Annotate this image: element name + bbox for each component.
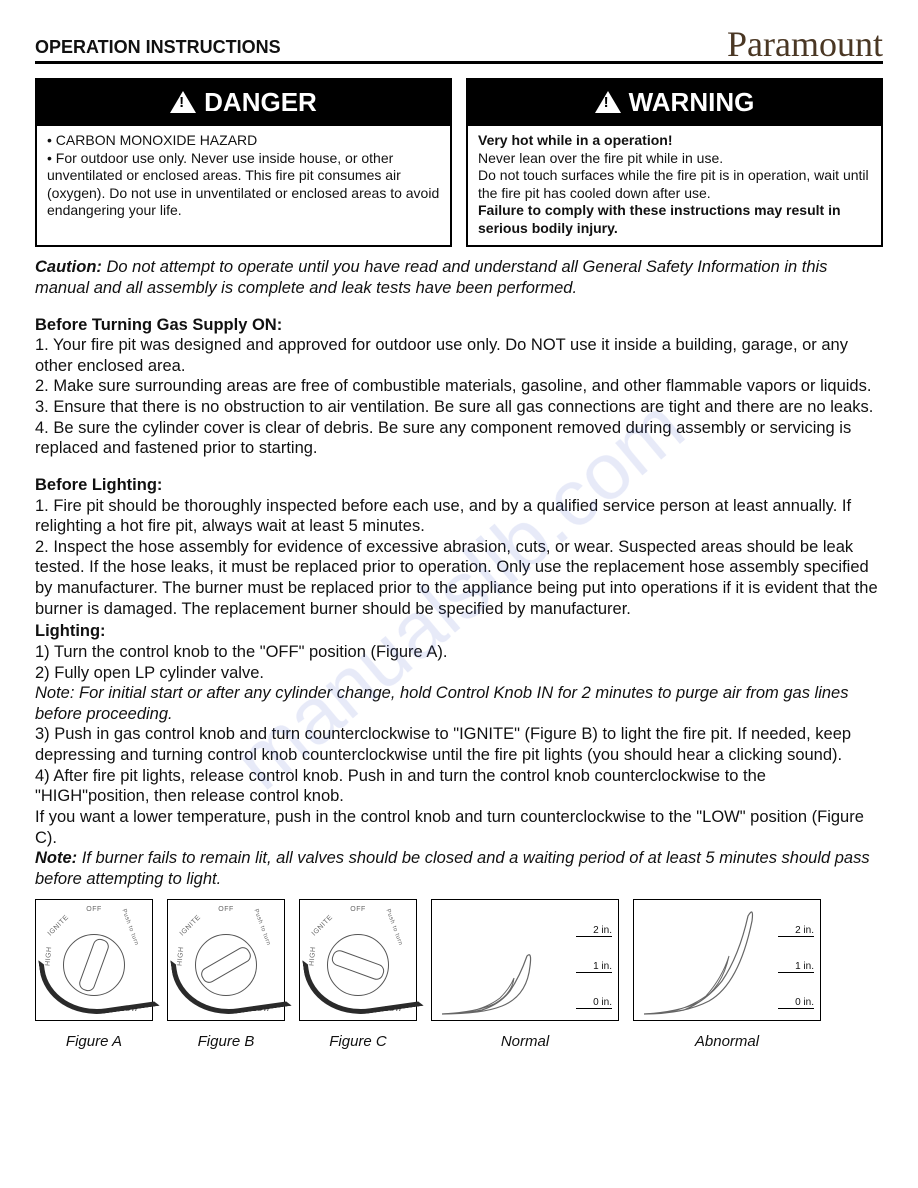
- warning-head: WARNING: [468, 80, 881, 127]
- figure-normal: 2 in. 1 in. 0 in. Normal: [431, 899, 619, 1052]
- figure-a: OFF IGNITE HIGH LOW Push to turn Figure …: [35, 899, 153, 1052]
- figure-b-box: OFF IGNITE HIGH LOW Push to turn: [167, 899, 285, 1021]
- ruler-0in: 0 in.: [778, 1008, 814, 1009]
- figure-abnormal-box: 2 in. 1 in. 0 in.: [633, 899, 821, 1021]
- figure-c-box: OFF IGNITE HIGH LOW Push to turn: [299, 899, 417, 1021]
- warning-line: Do not touch surfaces while the fire pit…: [478, 167, 869, 201]
- figure-a-caption: Figure A: [35, 1033, 153, 1052]
- knob-icon: [63, 934, 125, 996]
- before-on-head: Before Turning Gas Supply ON:: [35, 315, 883, 336]
- figure-a-box: OFF IGNITE HIGH LOW Push to turn: [35, 899, 153, 1021]
- lighting-step: 2) Fully open LP cylinder valve.: [35, 663, 883, 684]
- lighting-step: 4) After fire pit lights, release contro…: [35, 766, 883, 807]
- ruler-label: 2 in.: [795, 925, 814, 938]
- ruler-2in: 2 in.: [778, 936, 814, 937]
- before-light-item: 2. Inspect the hose assembly for evidenc…: [35, 537, 883, 620]
- figure-abnormal-caption: Abnormal: [633, 1033, 821, 1052]
- alert-icon: [595, 91, 621, 113]
- warning-bold: Failure to comply with these instruction…: [478, 202, 841, 236]
- figure-b: OFF IGNITE HIGH LOW Push to turn Figure …: [167, 899, 285, 1052]
- danger-body: • CARBON MONOXIDE HAZARD • For outdoor u…: [37, 126, 450, 228]
- lighting-step: If you want a lower temperature, push in…: [35, 807, 883, 848]
- figure-c: OFF IGNITE HIGH LOW Push to turn Figure …: [299, 899, 417, 1052]
- figure-c-caption: Figure C: [299, 1033, 417, 1052]
- header: OPERATION INSTRUCTIONS Paramount: [35, 30, 883, 64]
- lighting-note2: Note: If burner fails to remain lit, all…: [35, 848, 883, 889]
- ruler-label: 0 in.: [593, 997, 612, 1010]
- knob-icon: [327, 934, 389, 996]
- ruler-label: 1 in.: [593, 961, 612, 974]
- danger-head: DANGER: [37, 80, 450, 127]
- ruler-0in: 0 in.: [576, 1008, 612, 1009]
- note-body: If burner fails to remain lit, all valve…: [35, 849, 870, 888]
- ruler-1in: 1 in.: [576, 972, 612, 973]
- flame-normal-icon: [432, 896, 618, 1016]
- alert-icon: [170, 91, 196, 113]
- lighting-step: 3) Push in gas control knob and turn cou…: [35, 724, 883, 765]
- danger-head-text: DANGER: [204, 87, 317, 117]
- caution-body: Do not attempt to operate until you have…: [35, 258, 827, 297]
- figure-normal-caption: Normal: [431, 1033, 619, 1052]
- ruler-label: 2 in.: [593, 925, 612, 938]
- caution-label: Caution:: [35, 258, 102, 276]
- ruler-label: 0 in.: [795, 997, 814, 1010]
- lighting-head: Lighting:: [35, 621, 883, 642]
- dial-off-label: OFF: [350, 906, 366, 915]
- before-on-item: 4. Be sure the cylinder cover is clear o…: [35, 418, 883, 459]
- warning-head-text: WARNING: [629, 87, 755, 117]
- knob-icon: [195, 934, 257, 996]
- warning-bold: Very hot while in a operation!: [478, 132, 672, 148]
- warning-body: Very hot while in a operation! Never lea…: [468, 126, 881, 245]
- danger-line: • For outdoor use only. Never use inside…: [47, 150, 440, 220]
- warning-line: Never lean over the fire pit while in us…: [478, 150, 723, 166]
- ruler-label: 1 in.: [795, 961, 814, 974]
- lighting-step: 1) Turn the control knob to the "OFF" po…: [35, 642, 883, 663]
- flame-abnormal-icon: [634, 896, 820, 1016]
- dial-off-label: OFF: [218, 906, 234, 915]
- before-on-item: 1. Your fire pit was designed and approv…: [35, 335, 883, 376]
- before-on-item: 2. Make sure surrounding areas are free …: [35, 376, 883, 397]
- brand-logo: Paramount: [727, 30, 883, 59]
- danger-box: DANGER • CARBON MONOXIDE HAZARD • For ou…: [35, 78, 452, 248]
- lighting-note: Note: For initial start or after any cyl…: [35, 683, 883, 724]
- figure-b-caption: Figure B: [167, 1033, 285, 1052]
- caution-text: Caution: Do not attempt to operate until…: [35, 257, 883, 298]
- note-label: Note:: [35, 849, 77, 867]
- warning-box: WARNING Very hot while in a operation! N…: [466, 78, 883, 248]
- figures-row: OFF IGNITE HIGH LOW Push to turn Figure …: [35, 899, 883, 1052]
- before-light-item: 1. Fire pit should be thoroughly inspect…: [35, 496, 883, 537]
- ruler-2in: 2 in.: [576, 936, 612, 937]
- dial-off-label: OFF: [86, 906, 102, 915]
- ruler-1in: 1 in.: [778, 972, 814, 973]
- figure-abnormal: 2 in. 1 in. 0 in. Abnormal: [633, 899, 821, 1052]
- page-title: OPERATION INSTRUCTIONS: [35, 36, 281, 59]
- figure-normal-box: 2 in. 1 in. 0 in.: [431, 899, 619, 1021]
- before-light-head: Before Lighting:: [35, 475, 883, 496]
- danger-line: • CARBON MONOXIDE HAZARD: [47, 132, 440, 150]
- before-on-item: 3. Ensure that there is no obstruction t…: [35, 397, 883, 418]
